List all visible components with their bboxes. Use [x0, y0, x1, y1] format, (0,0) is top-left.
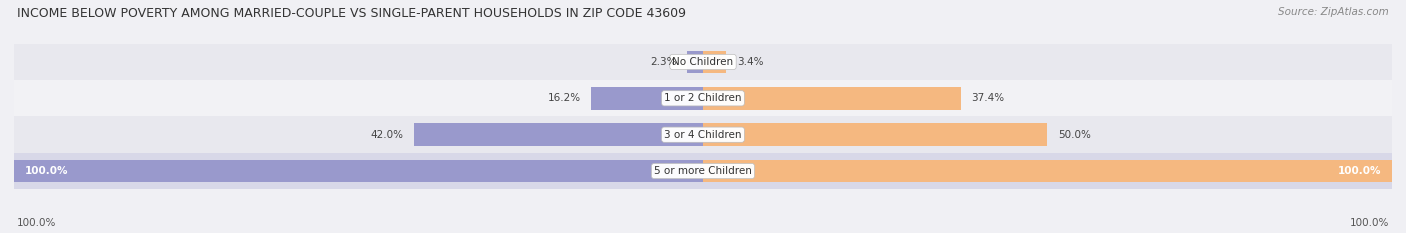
Text: 3 or 4 Children: 3 or 4 Children: [664, 130, 742, 140]
Bar: [413, 123, 703, 146]
Bar: [703, 87, 960, 110]
Text: 5 or more Children: 5 or more Children: [654, 166, 752, 176]
Text: No Children: No Children: [672, 57, 734, 67]
Bar: [703, 123, 1047, 146]
Text: 100.0%: 100.0%: [17, 218, 56, 228]
Text: 50.0%: 50.0%: [1057, 130, 1091, 140]
Text: 1 or 2 Children: 1 or 2 Children: [664, 93, 742, 103]
Text: 37.4%: 37.4%: [972, 93, 1004, 103]
Bar: [14, 44, 1392, 80]
Text: 2.3%: 2.3%: [651, 57, 676, 67]
Text: Source: ZipAtlas.com: Source: ZipAtlas.com: [1278, 7, 1389, 17]
Text: INCOME BELOW POVERTY AMONG MARRIED-COUPLE VS SINGLE-PARENT HOUSEHOLDS IN ZIP COD: INCOME BELOW POVERTY AMONG MARRIED-COUPL…: [17, 7, 686, 20]
Text: 100.0%: 100.0%: [24, 166, 67, 176]
Bar: [14, 153, 1392, 189]
Text: 42.0%: 42.0%: [370, 130, 404, 140]
Text: 100.0%: 100.0%: [1339, 166, 1382, 176]
Bar: [14, 80, 1392, 116]
Bar: [14, 160, 703, 182]
Text: 100.0%: 100.0%: [1350, 218, 1389, 228]
Text: 3.4%: 3.4%: [737, 57, 763, 67]
Text: 16.2%: 16.2%: [548, 93, 581, 103]
Bar: [703, 160, 1392, 182]
Bar: [592, 87, 703, 110]
Bar: [688, 51, 703, 73]
Bar: [703, 51, 727, 73]
Bar: [14, 116, 1392, 153]
